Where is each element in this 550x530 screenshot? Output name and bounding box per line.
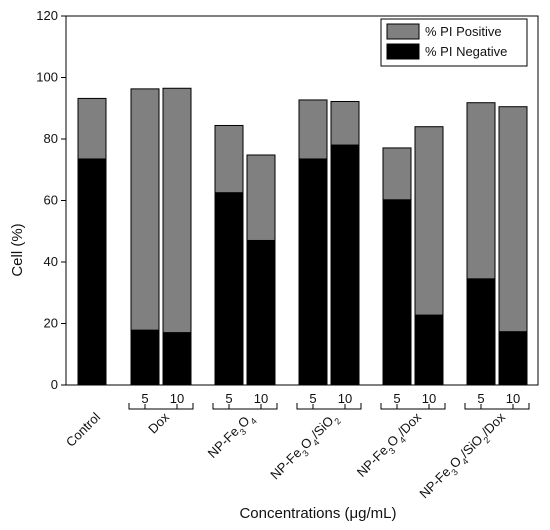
y-tick-label: 100 bbox=[36, 70, 58, 85]
legend-label: % PI Positive bbox=[425, 24, 502, 39]
group-label-subscript: 2 bbox=[332, 416, 343, 427]
group-label: NP-Fe3O4/SiO2/Dox bbox=[416, 409, 511, 504]
bar-segment-pi-negative bbox=[498, 331, 528, 386]
x-category-labels: Control 5 10 Dox 5 10 NP-Fe3O4 5 10 NP-Fe3O4/SiO2… bbox=[63, 391, 530, 504]
bar-segment-pi-positive bbox=[214, 124, 244, 194]
group-label-subscript: 3 bbox=[449, 467, 460, 478]
bar-segment-pi-positive bbox=[246, 154, 276, 241]
group-label-subscript: 3 bbox=[387, 445, 398, 456]
y-tick-label: 0 bbox=[51, 377, 58, 392]
y-tick-label: 40 bbox=[44, 254, 58, 269]
group-bracket bbox=[212, 403, 278, 410]
y-tick-label: 60 bbox=[44, 193, 58, 208]
bar-segment-pi-negative bbox=[162, 332, 192, 386]
group-label-part: Dox bbox=[145, 409, 172, 436]
bar-segment-pi-negative bbox=[330, 144, 360, 386]
y-ticks: 0 20 40 60 80 100 120 bbox=[36, 8, 66, 392]
concentration-label: 10 bbox=[170, 391, 184, 406]
concentration-label: 5 bbox=[225, 391, 232, 406]
bar-segment-pi-positive bbox=[466, 102, 496, 280]
bar-segment-pi-positive bbox=[130, 88, 160, 331]
group-label-part: /Dox bbox=[479, 409, 509, 439]
group-bracket bbox=[128, 403, 194, 410]
bar-segment-pi-negative bbox=[77, 158, 107, 386]
concentration-label: 5 bbox=[393, 391, 400, 406]
group-label-subscript: 4 bbox=[460, 456, 471, 467]
group-label-subscript: 3 bbox=[238, 427, 249, 438]
group-label-part: /SiO bbox=[457, 432, 485, 460]
group-label-part: Control bbox=[63, 409, 103, 449]
legend-swatch-pi-negative bbox=[386, 43, 420, 60]
group-label-subscript: 3 bbox=[300, 448, 311, 459]
bar-segment-pi-negative bbox=[414, 314, 444, 386]
group-label-part: NP-Fe bbox=[416, 464, 453, 501]
bar-segment-pi-negative bbox=[298, 158, 328, 386]
bar-segment-pi-negative bbox=[214, 192, 244, 386]
y-tick-label: 120 bbox=[36, 8, 58, 23]
bar-segment-pi-negative bbox=[246, 239, 276, 386]
bar-segment-pi-negative bbox=[382, 199, 412, 386]
bar-segment-pi-negative bbox=[466, 278, 496, 386]
group-bracket bbox=[464, 403, 530, 410]
bar-segment-pi-positive bbox=[414, 126, 444, 316]
bar-segment-pi-positive bbox=[330, 100, 360, 146]
concentration-label: 10 bbox=[422, 391, 436, 406]
group-bracket bbox=[296, 403, 362, 410]
group-label-part: NP-Fe bbox=[267, 445, 304, 482]
group-label-subscript: 4 bbox=[311, 437, 322, 448]
group-label-part: /SiO bbox=[308, 413, 336, 441]
group-bracket bbox=[380, 403, 446, 410]
concentration-label: 10 bbox=[506, 391, 520, 406]
bar-segment-pi-negative bbox=[130, 329, 160, 386]
y-tick-label: 20 bbox=[44, 316, 58, 331]
group-label-subscript: 4 bbox=[397, 435, 408, 446]
concentration-label: 5 bbox=[477, 391, 484, 406]
bar-segment-pi-positive bbox=[298, 99, 328, 160]
bar-segment-pi-positive bbox=[162, 87, 192, 334]
group-label-part: NP-Fe bbox=[205, 424, 242, 461]
group-label-subscript: 2 bbox=[481, 435, 492, 446]
legend-label: % PI Negative bbox=[425, 44, 507, 59]
y-axis-label: Cell (%) bbox=[9, 223, 26, 276]
group-label: NP-Fe3O4/SiO2 bbox=[267, 410, 343, 486]
concentration-label: 5 bbox=[141, 391, 148, 406]
group-label: Control bbox=[63, 409, 103, 449]
bar-segment-pi-positive bbox=[498, 106, 528, 333]
y-tick-label: 80 bbox=[44, 131, 58, 146]
concentration-label: 5 bbox=[309, 391, 316, 406]
concentration-label: 10 bbox=[338, 391, 352, 406]
bar-segment-pi-positive bbox=[77, 97, 107, 160]
group-label-subscript: 4 bbox=[248, 416, 259, 427]
legend-swatch-pi-positive bbox=[386, 23, 420, 40]
x-axis-label: Concentrations (μg/mL) bbox=[239, 505, 396, 522]
group-label-part: /Dox bbox=[395, 409, 425, 439]
group-label: NP-Fe3O4 bbox=[205, 410, 259, 464]
group-label: NP-Fe3O4/Dox bbox=[354, 409, 428, 483]
legend: % PI Positive % PI Negative bbox=[380, 18, 528, 67]
concentration-label: 10 bbox=[254, 391, 268, 406]
group-label: Dox bbox=[145, 409, 172, 436]
group-label-part: NP-Fe bbox=[354, 443, 391, 480]
bars-layer bbox=[77, 87, 528, 386]
bar-segment-pi-positive bbox=[382, 147, 412, 201]
